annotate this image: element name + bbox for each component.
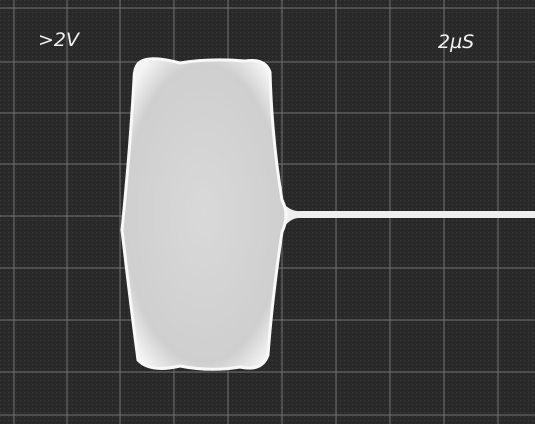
time-per-div-label: 2µS xyxy=(438,31,474,53)
oscilloscope-screen: >2V 2µS xyxy=(0,0,535,424)
page: >2V 2µS (() => { const data = JSON.parse… xyxy=(0,0,535,424)
volts-per-div-label: >2V xyxy=(38,29,81,51)
trace-burst xyxy=(122,59,286,370)
